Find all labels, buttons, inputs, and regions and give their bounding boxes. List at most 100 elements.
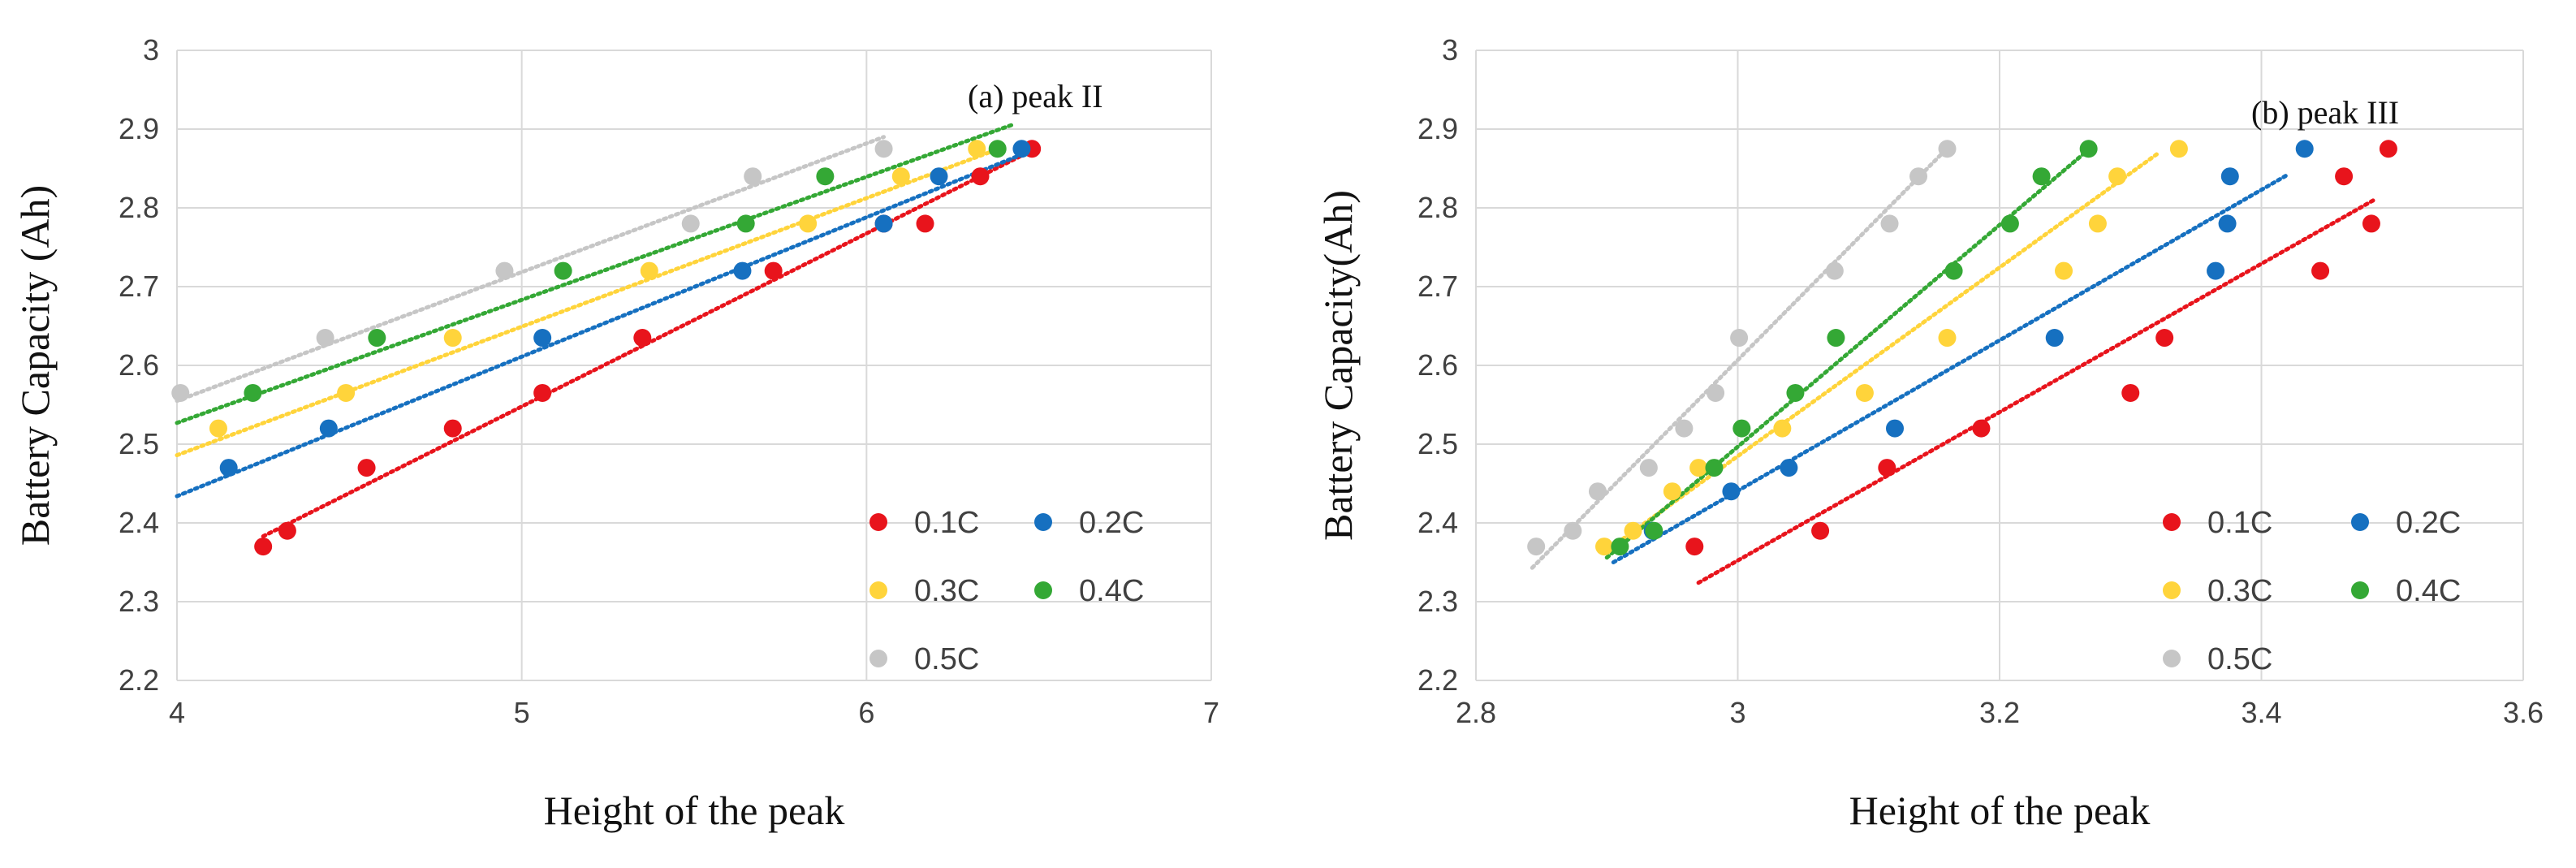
point-0-1c bbox=[2121, 383, 2140, 402]
y-axis-title: Battery Capacity(Ah) bbox=[1315, 190, 1361, 541]
y-tick-label: 2.8 bbox=[1417, 191, 1458, 224]
point-0-2c bbox=[1780, 459, 1798, 477]
x-tick-label: 4 bbox=[169, 696, 185, 729]
legend-marker-0-2c bbox=[2351, 513, 2369, 531]
point-0-1c bbox=[254, 538, 273, 556]
point-0-1c bbox=[278, 521, 296, 540]
panel-b-peak-iii: 2.2 2.3 2.4 2.5 2.6 2.7 2.8 2.9 3 2.8 3 3.2 3.4 3.6 He… bbox=[1315, 33, 2544, 833]
point-0-3c bbox=[443, 329, 462, 348]
point-0-5c bbox=[495, 261, 514, 280]
legend-marker-0-3c bbox=[869, 581, 887, 599]
point-0-5c bbox=[1675, 419, 1694, 438]
point-0-1c bbox=[533, 383, 552, 402]
point-0-5c bbox=[1909, 167, 1928, 186]
point-0-3c bbox=[209, 419, 227, 438]
point-0-1c bbox=[764, 261, 783, 280]
x-tick-label: 3.4 bbox=[2241, 696, 2281, 729]
point-0-2c bbox=[930, 167, 948, 186]
point-0-4c bbox=[1705, 459, 1724, 477]
point-0-3c bbox=[1663, 482, 1681, 501]
point-0-2c bbox=[2045, 329, 2064, 348]
point-0-3c bbox=[1595, 538, 1614, 556]
point-0-2c bbox=[2207, 261, 2225, 280]
point-0-3c bbox=[1689, 459, 1708, 477]
y-tick-label: 2.3 bbox=[1417, 585, 1458, 618]
point-0-2c bbox=[1886, 419, 1904, 438]
point-0-1c bbox=[357, 459, 376, 477]
point-0-4c bbox=[244, 383, 262, 402]
point-0-1c bbox=[1685, 538, 1704, 556]
point-0-4c bbox=[368, 329, 386, 348]
y-tick-label: 2.9 bbox=[119, 112, 159, 145]
legend-label-0-1c: 0.1C bbox=[2207, 506, 2272, 540]
point-0-2c bbox=[319, 419, 338, 438]
point-0-5c bbox=[1707, 383, 1725, 402]
point-0-2c bbox=[1722, 482, 1741, 501]
x-axis-title: Height of the peak bbox=[1849, 788, 2151, 833]
panel-a-peak-ii: 2.2 2.3 2.4 2.5 2.6 2.7 2.8 2.9 3 4 5 6 7 Height of t… bbox=[12, 33, 1219, 833]
y-tick-label: 2.7 bbox=[1417, 270, 1458, 303]
point-0-5c bbox=[1880, 214, 1899, 233]
point-0-3c bbox=[2088, 214, 2107, 233]
point-0-3c bbox=[2169, 140, 2188, 158]
point-0-5c bbox=[1730, 329, 1749, 348]
y-tick-label: 2.9 bbox=[1417, 112, 1458, 145]
point-0-4c bbox=[2000, 214, 2019, 233]
y-axis-title: Battery Capacity (Ah) bbox=[12, 185, 58, 546]
point-0-1c bbox=[443, 419, 462, 438]
point-0-2c bbox=[533, 329, 552, 348]
point-0-1c bbox=[1972, 419, 1991, 438]
point-0-4c bbox=[1827, 329, 1845, 348]
point-0-1c bbox=[1878, 459, 1896, 477]
point-0-1c bbox=[971, 167, 990, 186]
point-0-2c bbox=[2295, 140, 2314, 158]
y-tick-label: 2.6 bbox=[119, 348, 159, 382]
trendline-0-2c bbox=[175, 148, 1034, 499]
point-0-4c bbox=[2079, 140, 2098, 158]
point-0-3c bbox=[891, 167, 910, 186]
point-0-4c bbox=[816, 167, 835, 186]
trendline-0-5c bbox=[1530, 143, 1952, 570]
x-tick-label: 3.6 bbox=[2503, 696, 2544, 729]
panel-label: (a) peak II bbox=[968, 78, 1103, 114]
y-tick-label: 2.8 bbox=[119, 191, 159, 224]
x-tick-label: 2.8 bbox=[1456, 696, 1496, 729]
point-0-3c bbox=[1624, 521, 1642, 540]
legend-label-0-2c: 0.2C bbox=[1079, 506, 1144, 540]
y-tick-label: 2.4 bbox=[1417, 506, 1458, 539]
point-0-4c bbox=[1944, 261, 1963, 280]
point-0-2c bbox=[733, 261, 752, 280]
point-0-3c bbox=[1855, 383, 1874, 402]
trendline-0-4c bbox=[175, 123, 1014, 425]
legend-marker-0-4c bbox=[1034, 581, 1052, 599]
y-tick-label: 2.2 bbox=[1417, 663, 1458, 697]
trendline-0-3c bbox=[175, 145, 1003, 458]
point-0-5c bbox=[1825, 261, 1844, 280]
point-0-3c bbox=[799, 214, 818, 233]
x-tick-label: 3.2 bbox=[1979, 696, 2020, 729]
legend-label-0-1c: 0.1C bbox=[914, 506, 979, 540]
trendline-0-3c bbox=[1604, 152, 2159, 553]
point-0-5c bbox=[316, 329, 334, 348]
legend-marker-0-1c bbox=[2163, 513, 2181, 531]
point-0-4c bbox=[1645, 521, 1663, 540]
point-0-3c bbox=[337, 383, 356, 402]
point-0-5c bbox=[1564, 521, 1582, 540]
point-0-5c bbox=[1527, 538, 1546, 556]
point-0-1c bbox=[2362, 214, 2380, 233]
y-tick-label: 3 bbox=[143, 33, 159, 67]
point-0-5c bbox=[681, 214, 700, 233]
point-0-1c bbox=[1811, 521, 1830, 540]
point-0-1c bbox=[2335, 167, 2354, 186]
point-0-4c bbox=[1611, 538, 1629, 556]
legend-marker-0-4c bbox=[2351, 581, 2369, 599]
point-0-5c bbox=[1588, 482, 1607, 501]
trendline-0-1c bbox=[1696, 196, 2378, 585]
point-0-3c bbox=[2108, 167, 2127, 186]
y-tick-label: 3 bbox=[1442, 33, 1458, 67]
point-0-1c bbox=[916, 214, 934, 233]
legend-marker-0-5c bbox=[2163, 650, 2181, 667]
legend-label-0-4c: 0.4C bbox=[1079, 574, 1144, 608]
legend-label-0-5c: 0.5C bbox=[914, 642, 979, 676]
point-0-5c bbox=[1639, 459, 1658, 477]
